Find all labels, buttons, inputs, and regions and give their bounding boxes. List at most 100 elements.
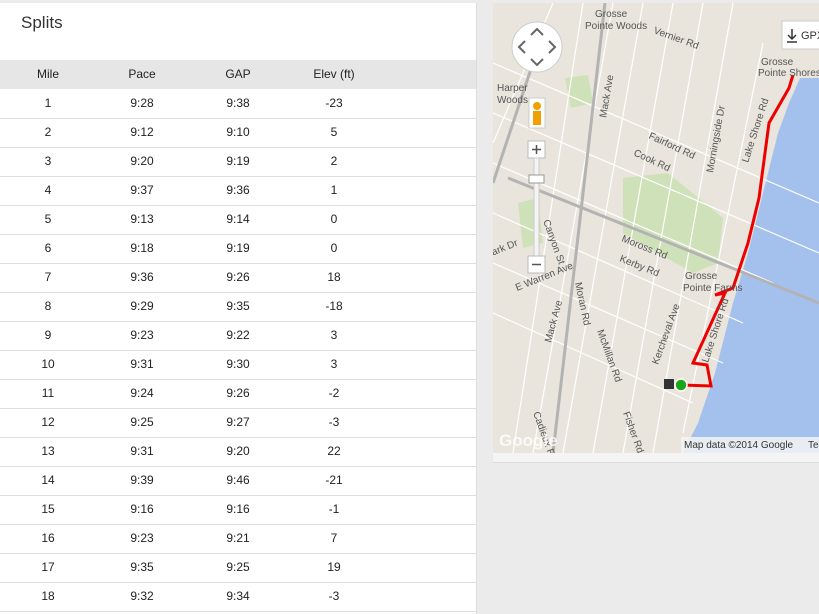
split-cell: 9:36 [130, 270, 154, 284]
split-row: 6 9:18 9:19 0 [0, 234, 476, 264]
zoom-slider[interactable] [533, 157, 540, 257]
split-cell: 13 [41, 444, 55, 458]
attribution-bg [681, 437, 819, 453]
split-row: 16 9:23 9:21 7 [0, 524, 476, 554]
split-row: 13 9:31 9:20 22 [0, 437, 476, 467]
split-cell: 9:26 [226, 386, 250, 400]
split-cell: 7 [330, 531, 338, 545]
split-cell: 9:16 [226, 502, 250, 516]
split-cell: -23 [325, 96, 343, 110]
split-cell: 4 [44, 183, 52, 197]
split-row: 11 9:24 9:26 -2 [0, 379, 476, 409]
map-resize-grip[interactable] [493, 453, 819, 463]
split-cell: 14 [41, 473, 55, 487]
zoom-handle[interactable] [528, 174, 545, 184]
split-cell: 10 [41, 357, 55, 371]
main-roads [493, 3, 819, 453]
split-cell: 9:22 [226, 328, 250, 342]
split-cell: 5 [330, 125, 338, 139]
split-cell: 18 [327, 270, 341, 284]
map-label: Pointe Farms [683, 283, 742, 294]
split-cell: 22 [327, 444, 341, 458]
split-cell: -3 [328, 589, 340, 603]
split-cell: -1 [328, 502, 340, 516]
split-cell: 9:36 [226, 183, 250, 197]
map-label: Pointe Shores [758, 68, 819, 79]
split-cell: 3 [330, 357, 338, 371]
split-row: 18 9:32 9:34 -3 [0, 582, 476, 612]
split-cell: 3 [44, 154, 52, 168]
split-row: 15 9:16 9:16 -1 [0, 495, 476, 525]
split-cell: 9:16 [130, 502, 154, 516]
split-cell: 2 [44, 125, 52, 139]
split-cell: 9:19 [226, 241, 250, 255]
terms-link[interactable]: Terms of Use [808, 440, 819, 451]
split-cell: 9:20 [130, 154, 154, 168]
split-row: 17 9:35 9:25 19 [0, 553, 476, 583]
pegman-body [533, 111, 541, 125]
split-row: 4 9:37 9:36 1 [0, 176, 476, 206]
header-cell: Mile [36, 67, 59, 81]
split-cell: 9:31 [130, 357, 154, 371]
pan-control[interactable] [511, 21, 563, 73]
split-cell: 17 [41, 560, 55, 574]
split-cell: 9:20 [226, 444, 250, 458]
split-cell: -18 [325, 299, 343, 313]
split-cell: 9:23 [130, 328, 154, 342]
split-cell: 5 [44, 212, 52, 226]
split-cell: 11 [41, 386, 55, 400]
pegman-head [533, 102, 541, 110]
split-cell: 0 [330, 212, 338, 226]
split-cell: 7 [44, 270, 52, 284]
split-cell: 9:37 [130, 183, 154, 197]
gpx-label[interactable]: GPX [801, 30, 819, 42]
gpx-button[interactable] [781, 20, 819, 50]
split-cell: 1 [330, 183, 338, 197]
zoom-in-icon [532, 145, 541, 154]
split-cell: 9:30 [226, 357, 250, 371]
map[interactable]: Grosse Pointe Woods Vernier Rd Harper Wo… [493, 3, 819, 453]
route [680, 74, 795, 388]
split-cell: 9:31 [130, 444, 154, 458]
split-row: 8 9:29 9:35 -18 [0, 292, 476, 322]
split-cell: 2 [330, 154, 338, 168]
map-label: Harper [497, 83, 528, 94]
start-marker [674, 378, 688, 392]
split-cell: 9:21 [226, 531, 250, 545]
split-row: 1 9:28 9:38 -23 [0, 89, 476, 119]
splits-panel: Splits Mile Pace GAP Elev (ft) 1 9:28 9:38 -23 2… [0, 3, 477, 614]
streets [493, 3, 819, 453]
split-cell: 9:25 [226, 560, 250, 574]
park [565, 75, 593, 108]
split-cell: 8 [44, 299, 52, 313]
split-cell: 1 [44, 96, 52, 110]
google-logo: Google [499, 431, 558, 450]
split-cell: -21 [325, 473, 343, 487]
split-cell: 6 [44, 241, 52, 255]
split-cell: -2 [328, 386, 340, 400]
split-cell: 3 [330, 328, 338, 342]
split-cell: 9:34 [226, 589, 250, 603]
table-header: Mile Pace GAP Elev (ft) [0, 60, 476, 89]
split-cell: 9:27 [226, 415, 250, 429]
finish-marker [664, 379, 674, 389]
map-label: Grosse [595, 9, 628, 20]
split-cell: 19 [327, 560, 341, 574]
split-row: 10 9:31 9:30 3 [0, 350, 476, 380]
split-cell: 9:39 [130, 473, 154, 487]
split-row: 7 9:36 9:26 18 [0, 263, 476, 293]
map-canvas[interactable]: Grosse Pointe Woods Vernier Rd Harper Wo… [493, 3, 819, 453]
split-cell: 9:13 [130, 212, 154, 226]
split-cell: 9:32 [130, 589, 154, 603]
split-cell: 9:10 [226, 125, 250, 139]
split-cell: 9:23 [130, 531, 154, 545]
split-cell: 9:35 [226, 299, 250, 313]
split-row: 14 9:39 9:46 -21 [0, 466, 476, 496]
map-label: Grosse [685, 271, 718, 282]
split-cell: 9:12 [130, 125, 154, 139]
split-cell: 9:28 [130, 96, 154, 110]
attribution: Map data ©2014 Google [684, 440, 794, 451]
split-cell: 9:46 [226, 473, 250, 487]
split-cell: 9:26 [226, 270, 250, 284]
